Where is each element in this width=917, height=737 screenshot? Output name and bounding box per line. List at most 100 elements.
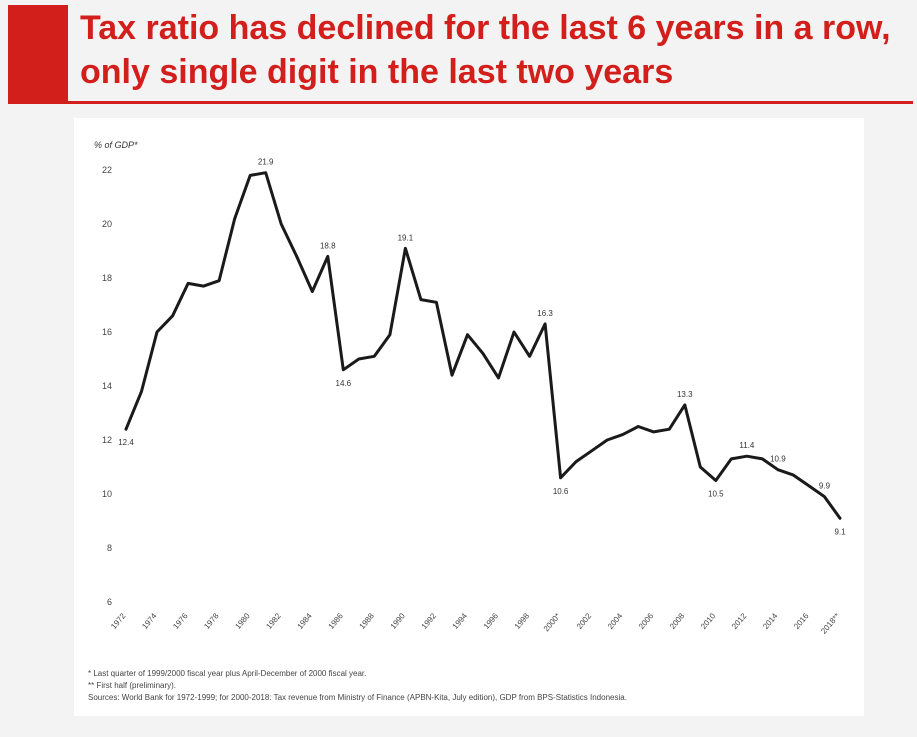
- data-point: [838, 517, 842, 520]
- data-point: [404, 247, 407, 250]
- data-point: [373, 355, 376, 358]
- x-tick-label: 2016: [792, 611, 811, 631]
- x-tick-label: 2010: [699, 611, 718, 631]
- x-tick-label: 1994: [451, 611, 470, 631]
- data-point: [342, 368, 345, 371]
- y-tick-label: 12: [102, 435, 112, 445]
- data-label: 21.9: [258, 158, 274, 167]
- footnote-sources: Sources: World Bank for 1972-1999; for 2…: [88, 693, 627, 702]
- data-point: [605, 438, 609, 442]
- data-point: [202, 284, 205, 288]
- data-point: [683, 403, 686, 407]
- data-point: [388, 333, 392, 336]
- data-point: [140, 390, 143, 393]
- y-tick-label: 6: [107, 597, 112, 607]
- y-tick-label: 18: [102, 273, 112, 283]
- data-point: [699, 465, 702, 469]
- series-line-tax-ratio: [124, 171, 842, 520]
- data-point: [264, 171, 267, 174]
- data-label: 16.3: [537, 309, 553, 318]
- data-point: [233, 217, 236, 220]
- data-label: 18.8: [320, 241, 336, 250]
- data-point: [248, 174, 252, 177]
- x-tick-label: 1980: [233, 611, 252, 631]
- x-tick-label: 1976: [171, 611, 190, 631]
- x-tick-label: 1974: [140, 611, 159, 631]
- x-tick-label: 2014: [761, 611, 780, 631]
- data-label: 9.9: [819, 482, 831, 491]
- data-point: [776, 468, 780, 471]
- data-point: [637, 425, 640, 428]
- x-tick-label: 1984: [295, 611, 314, 631]
- x-tick-label: 1972: [109, 611, 128, 631]
- data-point: [730, 457, 733, 461]
- x-tick-label: 2012: [730, 611, 749, 631]
- data-label: 10.9: [770, 455, 786, 464]
- footnotes: * Last quarter of 1999/2000 fiscal year …: [88, 668, 888, 704]
- x-tick-label: 1996: [482, 611, 501, 631]
- data-point: [745, 455, 749, 458]
- chart-panel: % of GDP* 6 8 10 12 14 16 18 20 22 1972 1974 1976 197…: [74, 118, 864, 716]
- y-tick-label: 22: [102, 165, 112, 175]
- data-point: [280, 222, 283, 226]
- x-tick-label: 2002: [575, 611, 594, 631]
- y-tick-label: 20: [102, 219, 112, 229]
- data-point: [823, 495, 826, 498]
- data-point: [450, 374, 454, 377]
- data-point: [357, 357, 361, 361]
- data-label: 10.5: [708, 490, 724, 499]
- x-tick-label: 2000*: [542, 612, 562, 634]
- data-point: [590, 449, 593, 452]
- y-tick-label: 10: [102, 489, 112, 499]
- x-tick-label: 1992: [420, 611, 439, 631]
- x-tick-label: 1978: [202, 611, 221, 631]
- x-tick-label: 1998: [513, 611, 532, 631]
- slide-title: Tax ratio has declined for the last 6 ye…: [80, 9, 891, 91]
- data-label: 10.6: [553, 487, 569, 496]
- data-point: [807, 484, 811, 488]
- data-point: [481, 352, 485, 355]
- x-tick-label: 2006: [637, 611, 656, 631]
- data-point: [621, 433, 624, 436]
- data-label: 12.4: [118, 438, 134, 447]
- data-point: [171, 314, 174, 317]
- data-point: [528, 355, 531, 358]
- data-point: [295, 255, 298, 258]
- footnote-1: * Last quarter of 1999/2000 fiscal year …: [88, 669, 367, 678]
- data-point: [543, 322, 547, 326]
- x-tick-label: 1990: [389, 611, 408, 631]
- data-point: [792, 473, 795, 477]
- data-label: 9.1: [834, 527, 846, 536]
- y-tick-label: 8: [107, 543, 112, 553]
- footnote-2: ** First half (preliminary).: [88, 681, 177, 690]
- data-point: [217, 279, 221, 282]
- data-point: [574, 460, 578, 463]
- title-accent-block: [8, 5, 68, 101]
- data-point: [186, 282, 190, 285]
- title-underline: [8, 101, 913, 104]
- x-tick-label: 1982: [264, 611, 283, 631]
- data-point: [714, 479, 718, 482]
- data-point: [652, 430, 655, 434]
- y-axis-label: % of GDP*: [94, 140, 138, 150]
- x-tick-label: 2004: [606, 611, 625, 631]
- data-point: [668, 428, 671, 431]
- x-tick-label: 2018**: [819, 612, 841, 636]
- y-tick-label: 16: [102, 327, 112, 337]
- data-point: [124, 428, 128, 431]
- data-point: [559, 476, 562, 479]
- data-point: [155, 330, 159, 334]
- data-point: [419, 298, 423, 301]
- data-label: 11.4: [739, 441, 755, 450]
- data-point: [466, 333, 469, 336]
- line-chart: % of GDP* 6 8 10 12 14 16 18 20 22 1972 1974 1976 197…: [94, 140, 846, 636]
- data-label: 19.1: [398, 233, 414, 242]
- data-point: [326, 255, 329, 258]
- data-point: [512, 330, 516, 334]
- data-label: 14.6: [336, 379, 352, 388]
- data-label: 13.3: [677, 390, 693, 399]
- x-tick-label: 1986: [327, 611, 346, 631]
- data-point: [435, 301, 438, 304]
- data-point: [311, 290, 314, 293]
- x-tick-label: 1988: [358, 611, 377, 631]
